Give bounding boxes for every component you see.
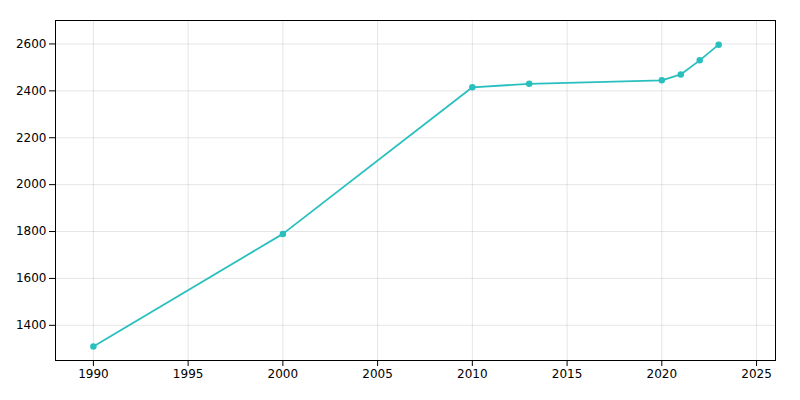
svg-text:2010: 2010 (457, 367, 488, 381)
svg-text:2200: 2200 (16, 131, 47, 145)
svg-text:2025: 2025 (741, 367, 772, 381)
svg-text:2015: 2015 (552, 367, 583, 381)
svg-text:2400: 2400 (16, 84, 47, 98)
svg-text:1400: 1400 (16, 318, 47, 332)
svg-text:1800: 1800 (16, 224, 47, 238)
svg-text:2600: 2600 (16, 37, 47, 51)
svg-text:1990: 1990 (78, 367, 109, 381)
svg-text:1995: 1995 (173, 367, 204, 381)
svg-text:2020: 2020 (647, 367, 678, 381)
svg-text:2000: 2000 (16, 177, 47, 191)
svg-text:2000: 2000 (268, 367, 299, 381)
svg-text:1600: 1600 (16, 271, 47, 285)
svg-text:2005: 2005 (362, 367, 393, 381)
